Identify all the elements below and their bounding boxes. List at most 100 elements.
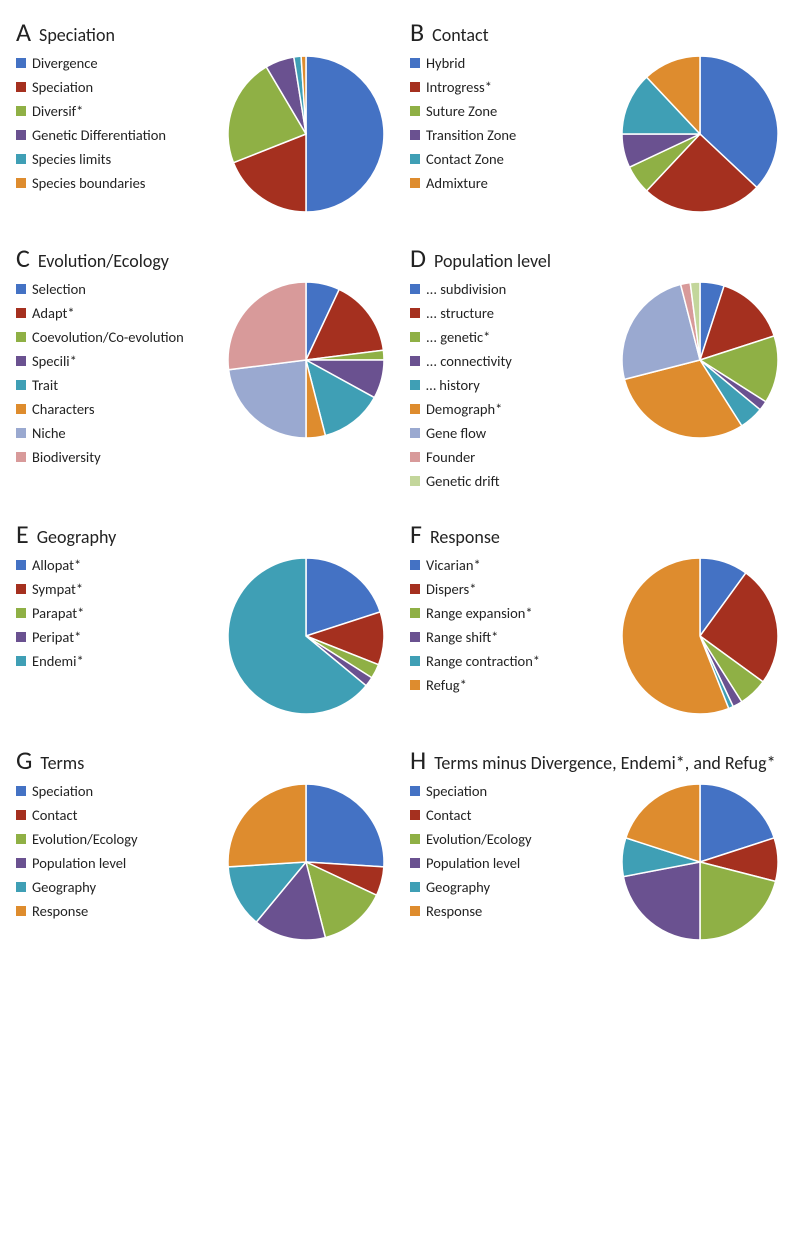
legend-swatch bbox=[16, 882, 26, 892]
legend-swatch bbox=[16, 130, 26, 140]
legend-label: Geography bbox=[32, 878, 96, 896]
panel-title: G Terms bbox=[16, 744, 386, 776]
panel-name: Terms bbox=[40, 752, 84, 774]
legend-item: Diversif* bbox=[16, 102, 166, 120]
legend-label: Suture Zone bbox=[426, 102, 497, 120]
legend-item: Trait bbox=[16, 376, 184, 394]
legend-item: Population level bbox=[16, 854, 138, 872]
legend-swatch bbox=[410, 680, 420, 690]
legend-label: Response bbox=[32, 902, 88, 920]
panel-letter: D bbox=[410, 242, 426, 274]
pie-chart bbox=[226, 556, 386, 716]
pie-wrap bbox=[178, 54, 386, 214]
legend-item: Transition Zone bbox=[410, 126, 516, 144]
legend-item: Species limits bbox=[16, 150, 166, 168]
pie-chart bbox=[620, 280, 780, 440]
legend-swatch bbox=[16, 632, 26, 642]
panel-title: ASpeciation bbox=[16, 16, 386, 48]
panel-letter: C bbox=[16, 242, 30, 274]
legend-item: Speciation bbox=[16, 782, 138, 800]
legend-item: Contact bbox=[410, 806, 532, 824]
legend-item: Species boundaries bbox=[16, 174, 166, 192]
legend-label: Trait bbox=[32, 376, 58, 394]
legend-swatch bbox=[410, 834, 420, 844]
legend-swatch bbox=[410, 882, 420, 892]
panel-letter: A bbox=[16, 16, 31, 48]
legend-swatch bbox=[16, 82, 26, 92]
legend-label: Population level bbox=[426, 854, 520, 872]
legend-label: Genetic Differentiation bbox=[32, 126, 166, 144]
legend-label: Evolution/Ecology bbox=[32, 830, 138, 848]
legend-swatch bbox=[16, 906, 26, 916]
legend-swatch bbox=[16, 332, 26, 342]
panel-letter: B bbox=[410, 16, 424, 48]
legend-swatch bbox=[410, 584, 420, 594]
legend-label: Coevolution/Co-evolution bbox=[32, 328, 184, 346]
legend-item: Speciation bbox=[410, 782, 532, 800]
panel-name: Evolution/Ecology bbox=[38, 250, 169, 272]
legend-item: Specili* bbox=[16, 352, 184, 370]
legend-swatch bbox=[410, 810, 420, 820]
legend-swatch bbox=[16, 786, 26, 796]
legend-item: Response bbox=[410, 902, 532, 920]
legend-label: Transition Zone bbox=[426, 126, 516, 144]
legend-label: Sympat* bbox=[32, 580, 83, 598]
legend-swatch bbox=[16, 284, 26, 294]
pie-chart bbox=[226, 54, 386, 214]
panel-title: C Evolution/Ecology bbox=[16, 242, 386, 274]
legend-item: Adapt* bbox=[16, 304, 184, 322]
legend-item: ... subdivision bbox=[410, 280, 512, 298]
legend-swatch bbox=[16, 560, 26, 570]
legend-label: Evolution/Ecology bbox=[426, 830, 532, 848]
legend-item: ... connectivity bbox=[410, 352, 512, 370]
legend-swatch bbox=[410, 284, 420, 294]
legend-label: Allopat* bbox=[32, 556, 81, 574]
legend-swatch bbox=[410, 560, 420, 570]
pie-wrap bbox=[96, 556, 386, 716]
panel-letter: E bbox=[16, 518, 29, 550]
legend-swatch bbox=[16, 58, 26, 68]
legend-item: ... structure bbox=[410, 304, 512, 322]
legend-label: Population level bbox=[32, 854, 126, 872]
legend-swatch bbox=[410, 404, 420, 414]
panel-name: Response bbox=[430, 526, 500, 548]
legend-label: Parapat* bbox=[32, 604, 84, 622]
panel-body: Vicarian*Dispers*Range expansion*Range s… bbox=[410, 556, 780, 716]
legend-swatch bbox=[410, 632, 420, 642]
legend: Speciation Contact Evolution/Ecology Popula… bbox=[410, 782, 532, 920]
panel-body: Speciation Contact Evolution/Ecology Popula… bbox=[410, 782, 780, 942]
legend-label: Range expansion* bbox=[426, 604, 533, 622]
legend-swatch bbox=[410, 154, 420, 164]
legend-swatch bbox=[16, 178, 26, 188]
panel-body: DivergenceSpeciationDiversif*Genetic Dif… bbox=[16, 54, 386, 214]
legend-label: Speciation bbox=[32, 782, 93, 800]
panel-g: GTermsSpeciationContactEvolution/Ecology… bbox=[16, 744, 386, 942]
panel-letter: G bbox=[16, 744, 32, 776]
legend-label: Peripat* bbox=[32, 628, 81, 646]
legend-swatch bbox=[410, 428, 420, 438]
legend-item: Parapat* bbox=[16, 604, 84, 622]
legend-item: Suture Zone bbox=[410, 102, 516, 120]
legend: ... subdivision... structure... genetic*… bbox=[410, 280, 512, 490]
legend-swatch bbox=[410, 58, 420, 68]
legend-item: Response bbox=[16, 902, 138, 920]
legend-label: ... structure bbox=[426, 304, 494, 322]
legend-item: Hybrid bbox=[410, 54, 516, 72]
pie-slice bbox=[229, 360, 306, 438]
legend-swatch bbox=[410, 786, 420, 796]
legend-swatch bbox=[16, 608, 26, 618]
legend-swatch bbox=[410, 178, 420, 188]
legend-item: Range shift* bbox=[410, 628, 540, 646]
legend-label: ... subdivision bbox=[426, 280, 506, 298]
legend-item: Coevolution/Co-evolution bbox=[16, 328, 184, 346]
legend-label: Genetic drift bbox=[426, 472, 500, 490]
legend-swatch bbox=[16, 380, 26, 390]
legend-swatch bbox=[410, 608, 420, 618]
legend-label: Species boundaries bbox=[32, 174, 145, 192]
panel-name: Geography bbox=[37, 526, 117, 548]
pie-chart bbox=[226, 782, 386, 942]
legend-label: Range shift* bbox=[426, 628, 498, 646]
legend-swatch bbox=[410, 82, 420, 92]
pie-chart bbox=[620, 54, 780, 214]
legend-item: Refug* bbox=[410, 676, 540, 694]
